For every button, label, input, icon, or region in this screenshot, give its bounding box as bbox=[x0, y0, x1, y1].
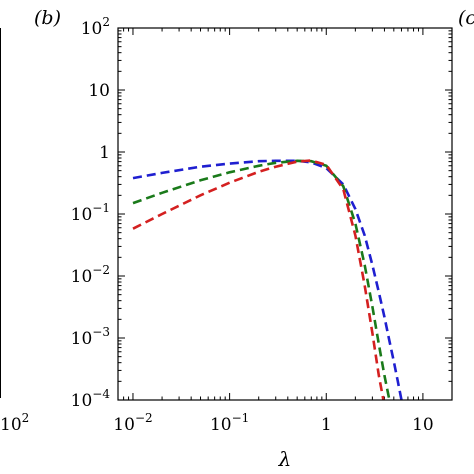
y-tick-label: 102 bbox=[81, 15, 110, 39]
series-line-3 bbox=[132, 159, 385, 401]
neighbor-panel-label: (c bbox=[458, 7, 474, 29]
y-tick-label: 10 bbox=[88, 81, 110, 101]
series-line-1 bbox=[132, 159, 403, 401]
neighbor-x-tick-label: 102 bbox=[0, 411, 29, 435]
x-tick-label: 10−2 bbox=[113, 411, 152, 435]
panel-label: (b) bbox=[34, 7, 61, 29]
x-tick-label: 1 bbox=[321, 415, 332, 435]
plot-frame bbox=[117, 27, 453, 401]
y-tick-label: 10−4 bbox=[71, 387, 111, 411]
y-tick-label: 1 bbox=[99, 143, 110, 163]
y-tick-label: 10−1 bbox=[71, 201, 110, 225]
series-line-2 bbox=[132, 159, 391, 401]
y-axis: 10−4 10−3 10−2 10−1 1 10 102 bbox=[71, 15, 452, 411]
x-tick-label: 10−1 bbox=[210, 411, 249, 435]
y-tick-label: 10−3 bbox=[71, 325, 110, 349]
x-tick-label: 10 bbox=[412, 415, 434, 435]
series-lines bbox=[132, 159, 403, 401]
x-axis-label: λ bbox=[278, 447, 292, 471]
y-tick-label: 10−2 bbox=[71, 263, 110, 287]
plot-area: 10−2 10−1 1 10 102 10−4 10−3 10−2 10−1 1 10 102 bbox=[71, 15, 453, 435]
